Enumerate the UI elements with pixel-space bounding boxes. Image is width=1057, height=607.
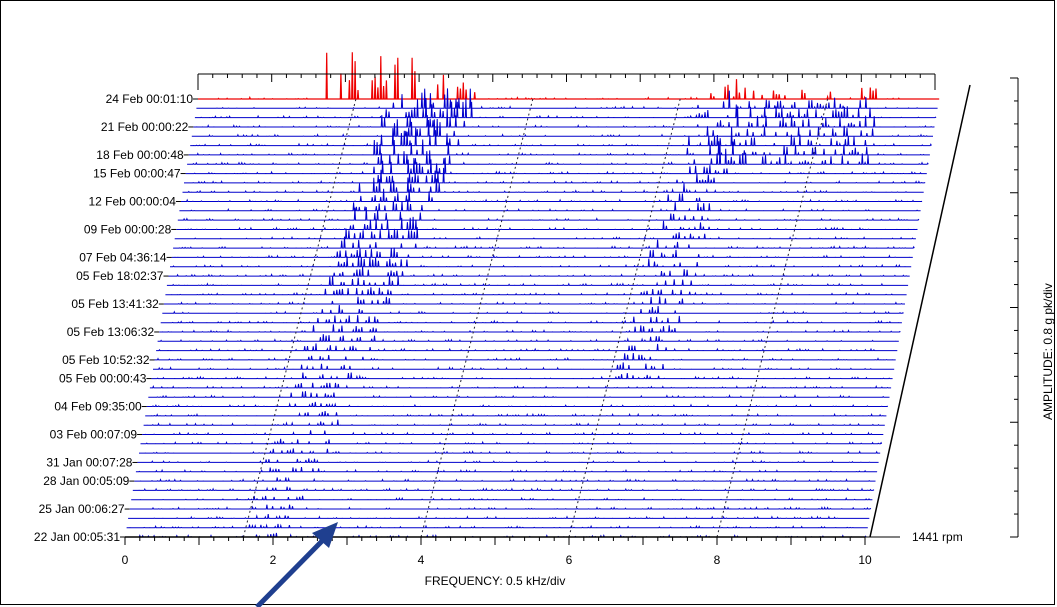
- trace-line: [193, 107, 935, 128]
- trace-line: [146, 401, 889, 407]
- trace-line: [179, 199, 921, 212]
- trace-line: [194, 97, 937, 119]
- highlighted-trace: [198, 52, 940, 100]
- harmonic-guide-line: [242, 98, 357, 538]
- trace-line: [185, 157, 927, 175]
- trace-line: [156, 343, 898, 352]
- trace-line: [190, 126, 932, 147]
- trace-line: [129, 504, 872, 510]
- trace-line: [131, 495, 873, 501]
- trace-line: [188, 139, 930, 156]
- trace-line: [180, 188, 923, 202]
- trace-line: [128, 514, 870, 519]
- trace-line: [148, 391, 890, 398]
- trace-line: [157, 334, 899, 342]
- trace-line: [142, 430, 884, 435]
- harmonic-guide-line: [568, 98, 681, 538]
- trace-line: [174, 227, 916, 240]
- trace-group: [125, 52, 940, 538]
- trace-label: 09 Feb 00:00:28: [84, 222, 172, 236]
- x-tick-label: 8: [714, 553, 721, 567]
- trace-line: [166, 275, 909, 286]
- trace-line: [160, 315, 902, 324]
- harmonic-guide-line: [420, 98, 534, 538]
- trace-line: [168, 266, 910, 277]
- trace-label: 28 Jan 00:05:09: [43, 474, 129, 488]
- trace-line: [173, 236, 915, 249]
- trace-label: 04 Feb 09:35:00: [54, 400, 142, 414]
- x-tick-label: 4: [418, 553, 425, 567]
- trace-line: [137, 458, 879, 463]
- trace-line: [151, 372, 893, 380]
- trace-label: 12 Feb 00:00:04: [89, 195, 177, 209]
- trace-line: [140, 438, 883, 445]
- y-axis-title: AMPLITUDE: 0.8 g pk/div: [1041, 283, 1055, 420]
- trace-line: [191, 118, 933, 137]
- trace-line: [135, 467, 878, 473]
- trace-label: 24 Feb 00:01:10: [106, 92, 194, 106]
- trace-line: [162, 304, 904, 314]
- annotation-arrow-head: [312, 522, 338, 548]
- trace-line: [165, 287, 907, 296]
- trace-label: 05 Feb 18:02:37: [76, 269, 164, 283]
- trace-label: 05 Feb 10:52:32: [62, 353, 150, 367]
- trace-line: [163, 296, 905, 305]
- x-tick-label: 10: [858, 553, 872, 567]
- trace-label: 05 Feb 13:41:32: [71, 297, 159, 311]
- trace-label: 22 Jan 00:05:31: [34, 530, 120, 544]
- trace-line: [176, 216, 918, 230]
- trace-label-group: 24 Feb 00:01:10 21 Feb 00:00:22 18 Feb 00:…: [34, 92, 198, 544]
- trace-label: 21 Feb 00:00:22: [101, 120, 189, 134]
- trace-label: 03 Feb 00:07:09: [50, 427, 138, 441]
- harmonic-guide-line: [716, 98, 829, 538]
- trace-label: 05 Feb 00:00:43: [59, 372, 147, 386]
- trace-line: [159, 324, 901, 333]
- trace-line: [143, 419, 885, 426]
- trace-line: [187, 145, 929, 165]
- trace-label: 25 Jan 00:06:27: [39, 502, 125, 516]
- trace-line: [171, 247, 913, 258]
- trace-label: 31 Jan 00:07:28: [46, 455, 132, 469]
- x-axis-title: FREQUENCY: 0.5 kHz/div: [425, 574, 566, 588]
- axes-group: 0 2 4 6 8 10: [122, 73, 1019, 607]
- trace-line: [182, 177, 924, 193]
- trace-line: [196, 88, 938, 109]
- trace-line: [145, 411, 887, 417]
- x-tick-label: 0: [122, 553, 129, 567]
- trace-line: [126, 523, 868, 529]
- trace-line: [177, 207, 920, 221]
- trace-line: [170, 256, 912, 268]
- trace-label: 07 Feb 04:36:14: [79, 250, 167, 264]
- trace-label: 15 Feb 00:00:47: [93, 167, 181, 181]
- trace-line: [153, 362, 895, 370]
- trace-line: [154, 353, 896, 361]
- trace-label: 18 Feb 00:00:48: [96, 148, 184, 162]
- trace-line: [149, 382, 892, 389]
- trace-line: [134, 476, 876, 482]
- trace-line: [132, 486, 875, 491]
- trace-label: 05 Feb 13:06:32: [67, 325, 155, 339]
- trace-line: [184, 167, 926, 184]
- speed-label: 1441 rpm: [912, 530, 963, 544]
- x-tick-label: 2: [270, 553, 277, 567]
- trace-line: [139, 448, 881, 454]
- depth-axis-line: [869, 84, 971, 538]
- annotation-arrow-shaft: [255, 535, 328, 607]
- x-tick-label: 6: [566, 553, 573, 567]
